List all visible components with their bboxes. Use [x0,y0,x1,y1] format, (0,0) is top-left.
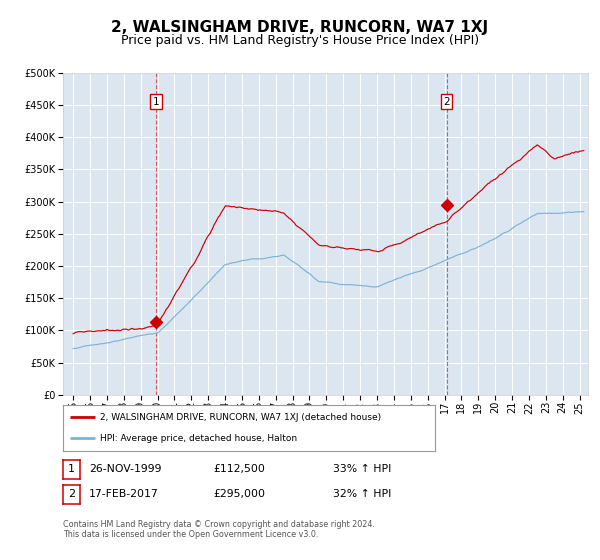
Text: 1: 1 [152,97,159,107]
Text: Contains HM Land Registry data © Crown copyright and database right 2024.
This d: Contains HM Land Registry data © Crown c… [63,520,375,539]
Text: HPI: Average price, detached house, Halton: HPI: Average price, detached house, Halt… [100,434,298,443]
Text: £295,000: £295,000 [213,489,265,499]
Text: 2, WALSINGHAM DRIVE, RUNCORN, WA7 1XJ (detached house): 2, WALSINGHAM DRIVE, RUNCORN, WA7 1XJ (d… [100,413,382,422]
Text: £112,500: £112,500 [213,464,265,474]
Text: 2: 2 [68,489,75,500]
Text: 2, WALSINGHAM DRIVE, RUNCORN, WA7 1XJ: 2, WALSINGHAM DRIVE, RUNCORN, WA7 1XJ [112,20,488,35]
Text: 2: 2 [443,97,450,107]
Text: Price paid vs. HM Land Registry's House Price Index (HPI): Price paid vs. HM Land Registry's House … [121,34,479,46]
Text: 1: 1 [68,464,75,474]
Text: 17-FEB-2017: 17-FEB-2017 [89,489,158,499]
Text: 26-NOV-1999: 26-NOV-1999 [89,464,161,474]
Text: 32% ↑ HPI: 32% ↑ HPI [333,489,391,499]
Text: 33% ↑ HPI: 33% ↑ HPI [333,464,391,474]
